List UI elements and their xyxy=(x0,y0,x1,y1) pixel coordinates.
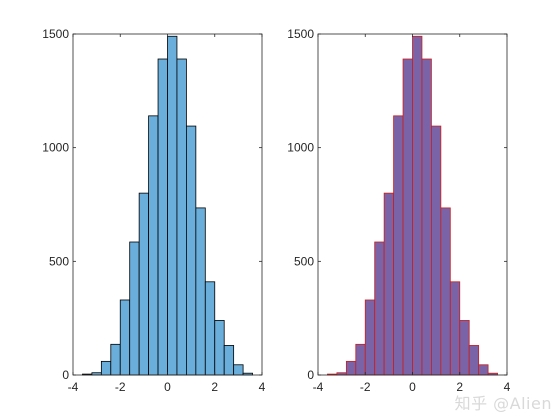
y-tick-label: 1500 xyxy=(287,27,314,41)
y-tick-label: 1500 xyxy=(42,27,69,41)
histogram-bar xyxy=(430,125,442,376)
x-tick-label: 4 xyxy=(504,380,511,394)
histogram-bar xyxy=(176,58,187,376)
histogram-bar xyxy=(110,343,121,376)
histogram-bar xyxy=(195,207,206,376)
y-tick-label: 1000 xyxy=(287,141,314,155)
y-tick-label: 0 xyxy=(307,368,314,382)
histogram-bar xyxy=(459,320,470,376)
histogram-bar xyxy=(393,115,404,376)
y-tick-label: 500 xyxy=(49,254,69,268)
left-histogram-panel: -4 -2 0 2 4 0 500 1000 1500 xyxy=(42,27,265,394)
histogram-bar xyxy=(129,241,140,376)
histogram-bar xyxy=(345,360,357,376)
histogram-bar xyxy=(468,345,480,376)
histogram-bar xyxy=(412,35,423,376)
histogram-bar xyxy=(223,345,235,376)
x-tick-label: 0 xyxy=(409,380,416,394)
x-tick-label: -2 xyxy=(115,380,126,394)
histogram-bar xyxy=(100,360,112,376)
y-tick-label: 500 xyxy=(294,254,314,268)
histogram-bar xyxy=(119,299,131,376)
histogram-bar xyxy=(185,125,197,376)
y-tick-label: 1000 xyxy=(42,141,69,155)
histogram-bar xyxy=(204,281,216,376)
x-tick-label: 2 xyxy=(456,380,463,394)
histogram-bar xyxy=(148,115,159,376)
histogram-bar xyxy=(374,241,385,376)
histogram-bar xyxy=(214,320,225,376)
histogram-bar xyxy=(383,192,394,376)
x-tick-label: -4 xyxy=(68,380,79,394)
histogram-bar xyxy=(157,58,168,376)
histogram-bar xyxy=(449,281,461,376)
histogram-bar xyxy=(355,343,366,376)
histogram-bar xyxy=(167,35,178,376)
x-tick-label: 0 xyxy=(164,380,171,394)
y-tick-label: 0 xyxy=(62,368,69,382)
x-tick-label: 2 xyxy=(211,380,218,394)
x-tick-label: 4 xyxy=(259,380,266,394)
x-tick-label: -2 xyxy=(360,380,371,394)
histogram-bar xyxy=(421,58,432,376)
watermark: 知乎 @Alien xyxy=(454,394,552,413)
histogram-bar xyxy=(478,364,489,376)
histogram-bar xyxy=(402,58,413,376)
histogram-bar xyxy=(233,364,244,376)
x-tick-label: -4 xyxy=(313,380,324,394)
histogram-bar xyxy=(364,299,376,376)
histogram-bar xyxy=(138,192,149,376)
right-histogram-panel: -4 -2 0 2 4 0 500 1000 1500 xyxy=(287,27,510,394)
histogram-bar xyxy=(440,207,451,376)
